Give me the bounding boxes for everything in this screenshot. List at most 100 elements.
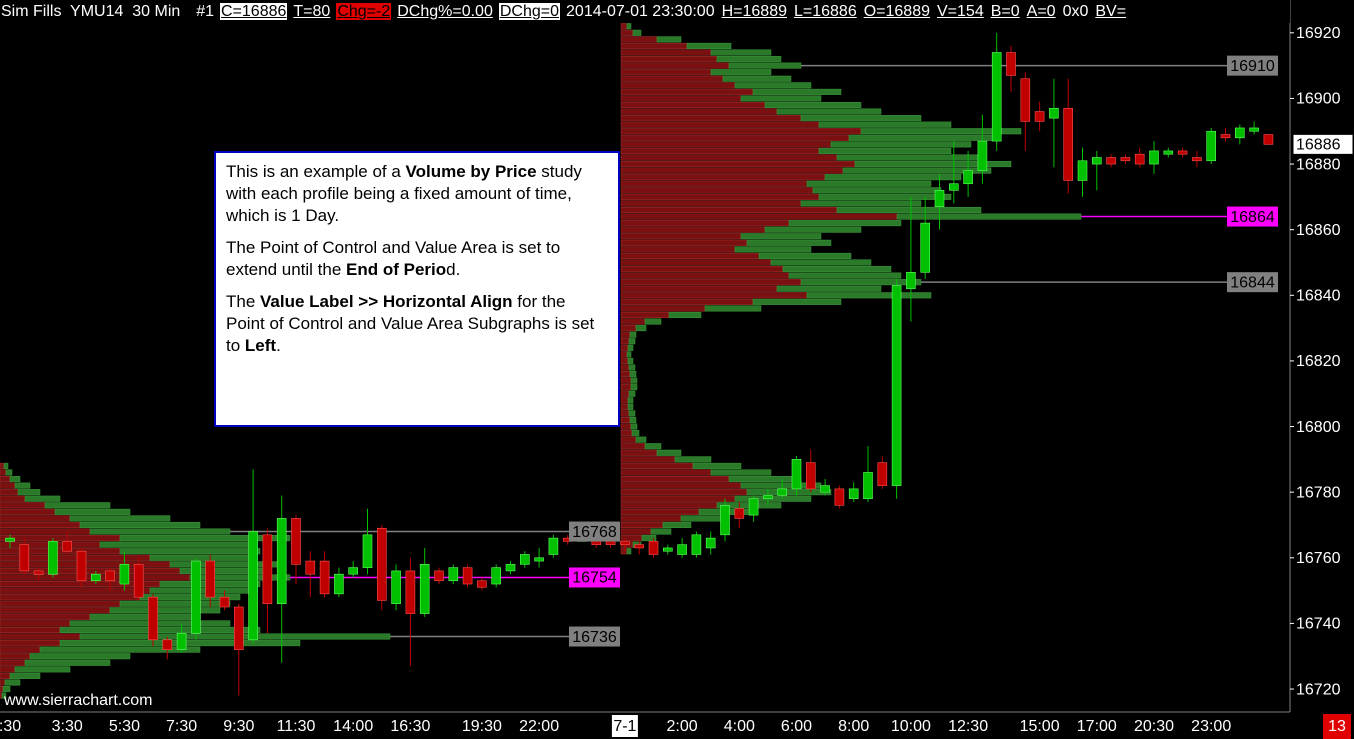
x-tick-label: 2:00 <box>667 718 698 735</box>
header-field: T=80 <box>293 3 331 20</box>
candle-body <box>348 567 359 575</box>
profile-sell-bar <box>620 311 670 319</box>
value-label: 16844 <box>1230 274 1275 291</box>
profile-sell-bar <box>620 62 730 69</box>
profile-buy-bar <box>626 23 632 30</box>
candle-body <box>1192 157 1202 162</box>
candle-body <box>963 170 973 185</box>
header-field: Chg=-2 <box>336 3 392 20</box>
profile-buy-bar <box>79 521 201 529</box>
candle-body <box>691 534 702 555</box>
candle-body <box>1263 134 1274 145</box>
annotation-text: End of Perio <box>346 260 447 279</box>
profile-buy-bar <box>632 29 642 36</box>
profile-sell-bar <box>620 121 820 128</box>
candle-body <box>648 541 659 555</box>
x-tick-label: 16:30 <box>390 718 430 735</box>
profile-buy-bar <box>627 344 634 351</box>
candle-body <box>162 639 173 650</box>
x-tick-label: 8:00 <box>838 718 869 735</box>
profile-buy-bar <box>630 384 638 391</box>
profile-sell-bar <box>620 174 826 181</box>
session-start-box <box>611 715 638 737</box>
profile-sell-bar <box>620 213 898 220</box>
profile-buy-bar <box>782 266 892 273</box>
profile-buy-bar <box>635 436 647 443</box>
profile-sell-bar <box>620 29 634 36</box>
profile-sell-bar <box>620 246 736 253</box>
header-field: BV= <box>1095 3 1127 20</box>
profile-sell-bar <box>620 403 629 410</box>
candle-body <box>991 52 1002 142</box>
candle-body <box>477 580 487 588</box>
profile-buy-bar <box>4 679 21 686</box>
profile-sell-bar <box>620 521 664 529</box>
candle-body <box>934 190 945 208</box>
profile-buy-bar <box>818 121 952 128</box>
annotation-text: Left <box>244 336 277 355</box>
profile-buy-bar <box>746 239 832 246</box>
candle-body <box>105 570 115 582</box>
profile-buy-bar <box>776 285 882 292</box>
profile-sell-bar <box>620 226 766 233</box>
candle-body <box>491 567 502 585</box>
profile-buy-bar <box>686 42 732 49</box>
annotation-text: d. <box>446 260 461 279</box>
profile-buy-bar <box>629 371 637 378</box>
profile-sell-bar <box>0 521 81 529</box>
annotation: This is an example of a Volume by Price … <box>214 151 620 427</box>
profile-buy-bar <box>848 134 1002 141</box>
profile-buy-bar <box>24 495 61 502</box>
profile-sell-bar <box>620 128 862 135</box>
profile-sell-bar <box>620 482 742 489</box>
watermark: www.sierrachart.com <box>3 692 152 709</box>
profile-sell-bar <box>0 620 71 627</box>
candle-body <box>1249 127 1259 132</box>
profile-sell-bar <box>620 233 742 240</box>
profile-buy-bar <box>818 147 952 154</box>
profile-buy-bar <box>1 692 7 699</box>
candle-body <box>848 488 859 500</box>
y-tick-label: 16760 <box>1296 550 1341 567</box>
profile-buy-bar <box>824 174 962 181</box>
x-tick-label: 9:30 <box>223 718 254 735</box>
candle-body <box>519 554 530 565</box>
header-field: O=16889 <box>863 3 930 20</box>
candle-body <box>948 183 959 191</box>
candle-body <box>1049 107 1059 119</box>
profile-sell-bar <box>0 476 11 483</box>
profile-sell-bar <box>620 318 646 325</box>
value-label-box <box>1227 206 1278 227</box>
profile-sell-bar <box>620 338 630 345</box>
profile-sell-bar <box>0 672 11 679</box>
profile-sell-bar <box>620 489 748 496</box>
candle-body <box>334 573 344 595</box>
x-tick-label: 7-1 <box>613 718 636 735</box>
candle-body <box>276 518 287 605</box>
profile-sell-bar <box>620 443 646 450</box>
annotation-paragraph: The Point of Control and Value Area is s… <box>226 237 608 281</box>
profile-buy-bar <box>752 88 842 95</box>
profile-sell-bar <box>620 371 631 378</box>
profiles-layer <box>0 23 1082 699</box>
profile-sell-bar <box>0 469 7 476</box>
annotation-paragraph: This is an example of a Volume by Price … <box>226 161 608 227</box>
profile-sell-bar <box>620 49 712 56</box>
profile-buy-bar <box>674 456 712 463</box>
profile-sell-bar <box>620 193 820 200</box>
candle-body <box>805 462 816 490</box>
annotation-text: This is an example of a <box>226 162 406 181</box>
profile-sell-bar <box>620 430 633 437</box>
candle-body <box>305 560 316 575</box>
profile-buy-bar <box>9 672 41 679</box>
profile-sell-bar <box>620 108 778 115</box>
profile-sell-bar <box>620 325 637 332</box>
profile-buy-bar <box>626 351 632 358</box>
y-tick-label: 16880 <box>1296 156 1341 173</box>
header-field: DChg%=0.00 <box>397 3 493 20</box>
header-field: L=16886 <box>793 3 857 20</box>
candle-body <box>48 541 58 575</box>
candle-body <box>548 537 559 555</box>
x-tick-label: 11:30 <box>277 718 316 735</box>
profile-buy-bar <box>740 233 822 240</box>
